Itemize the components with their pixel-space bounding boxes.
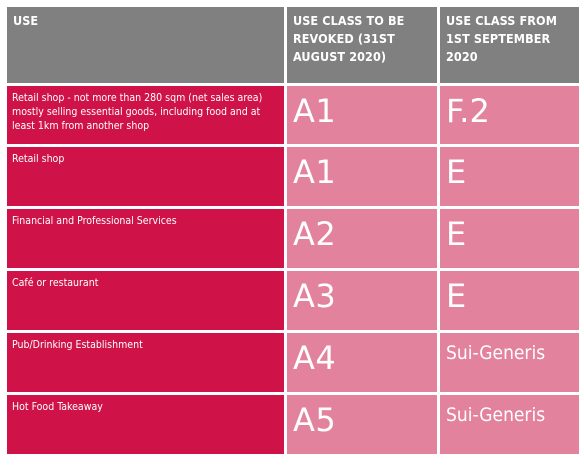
use-cell: Retail shop [7, 147, 284, 206]
revoked-class-code: A1 [293, 153, 337, 191]
use-class-table: USE USE CLASS TO BE REVOKED (31ST AUGUST… [4, 4, 582, 457]
revoked-class-cell: A4 [287, 333, 437, 392]
revoked-class-cell: A1 [287, 86, 437, 144]
new-class-code: Sui-Generis [446, 342, 546, 364]
table-row: Retail shop A1 E [7, 147, 579, 206]
revoked-class-code: A4 [293, 339, 337, 377]
header-use: USE [7, 7, 284, 83]
new-class-cell: E [440, 209, 579, 268]
use-cell: Retail shop - not more than 280 sqm (net… [7, 86, 284, 144]
use-cell: Hot Food Takeaway [7, 395, 284, 454]
use-cell: Financial and Professional Services [7, 209, 284, 268]
revoked-class-code: A5 [293, 401, 337, 439]
table-row: Hot Food Takeaway A5 Sui-Generis [7, 395, 579, 454]
table-row: Pub/Drinking Establishment A4 Sui-Generi… [7, 333, 579, 392]
use-cell: Café or restaurant [7, 271, 284, 330]
header-new-class: USE CLASS FROM 1ST SEPTEMBER 2020 [440, 7, 579, 83]
table-row: Financial and Professional Services A2 E [7, 209, 579, 268]
new-class-cell: Sui-Generis [440, 333, 579, 392]
revoked-class-cell: A5 [287, 395, 437, 454]
new-class-cell: E [440, 271, 579, 330]
revoked-class-code: A3 [293, 277, 337, 315]
new-class-cell: Sui-Generis [440, 395, 579, 454]
revoked-class-cell: A1 [287, 147, 437, 206]
new-class-code: Sui-Generis [446, 404, 546, 426]
use-cell: Pub/Drinking Establishment [7, 333, 284, 392]
new-class-cell: F.2 [440, 86, 579, 144]
table-header-row: USE USE CLASS TO BE REVOKED (31ST AUGUST… [7, 7, 579, 83]
revoked-class-cell: A2 [287, 209, 437, 268]
table-row: Café or restaurant A3 E [7, 271, 579, 330]
new-class-code: E [446, 215, 467, 253]
revoked-class-code: A2 [293, 215, 337, 253]
table-row: Retail shop - not more than 280 sqm (net… [7, 86, 579, 144]
new-class-cell: E [440, 147, 579, 206]
new-class-code: E [446, 153, 467, 191]
new-class-code: F.2 [446, 92, 490, 130]
new-class-code: E [446, 277, 467, 315]
revoked-class-cell: A3 [287, 271, 437, 330]
header-revoked-class: USE CLASS TO BE REVOKED (31ST AUGUST 202… [287, 7, 437, 83]
revoked-class-code: A1 [293, 92, 337, 130]
